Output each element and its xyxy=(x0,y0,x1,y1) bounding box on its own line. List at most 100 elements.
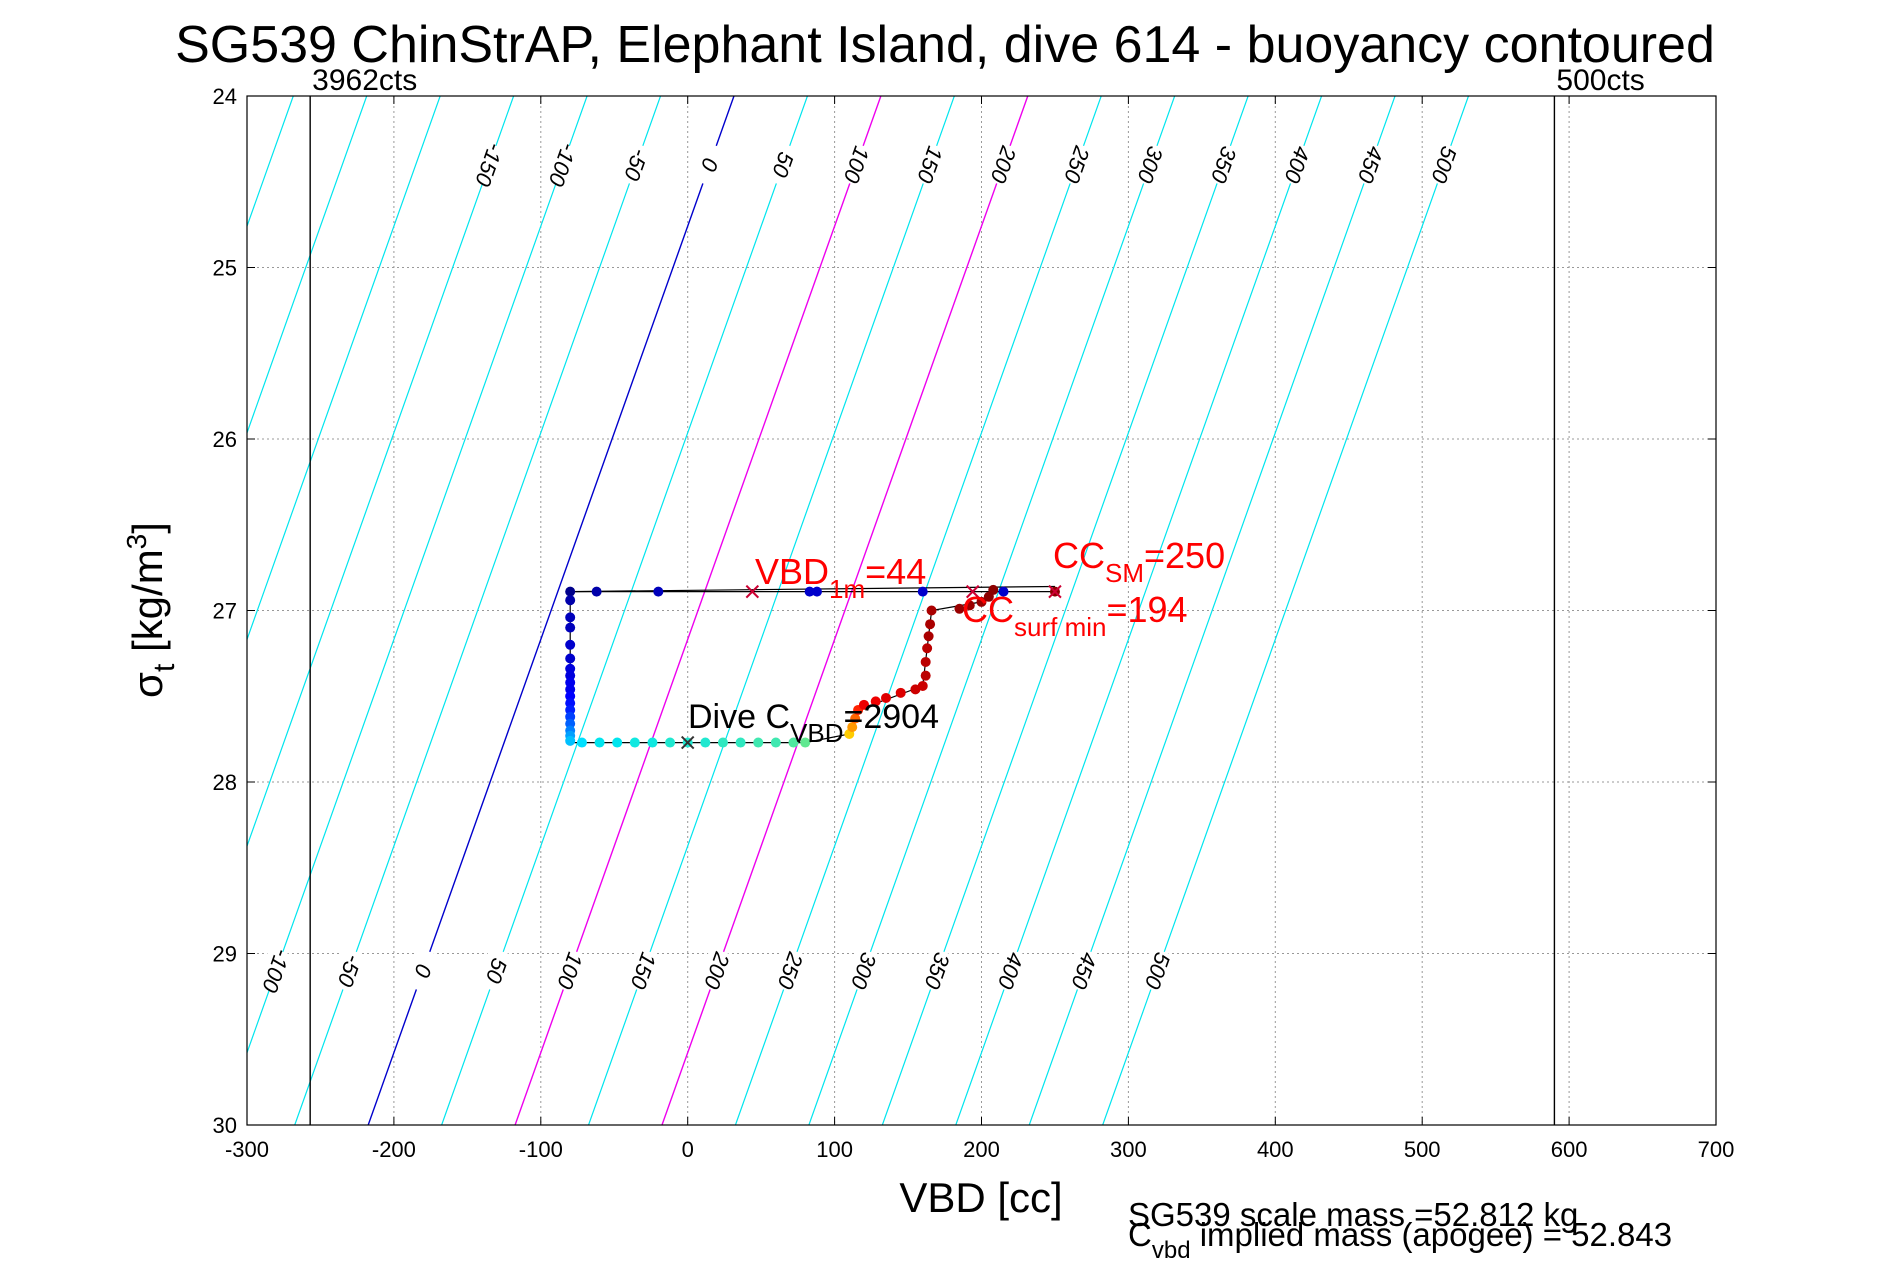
y-tick-label: 28 xyxy=(213,770,237,795)
y-axis-label-main: σ xyxy=(124,672,171,698)
y-axis-label-close: ] xyxy=(124,522,171,534)
contour-label-bg xyxy=(696,947,737,995)
x-tick-label: -200 xyxy=(372,1137,416,1162)
y-tick-label: 24 xyxy=(213,84,237,109)
footer-implied-mass: Cvbd implied mass (apogee) = 52.843 xyxy=(1128,1216,1672,1262)
contour-label-bg xyxy=(689,141,730,189)
contour-label-bg xyxy=(1137,947,1178,995)
data-point xyxy=(804,586,815,597)
data-point xyxy=(565,612,576,623)
contour-label-bg xyxy=(1130,141,1171,189)
contour-label-bg xyxy=(1350,141,1391,189)
y-tick-label: 30 xyxy=(213,1113,237,1138)
dive-c-vbd-sub: VBD xyxy=(790,718,843,748)
contour-label-bg xyxy=(550,947,590,995)
y-axis-label: σt [kg/m3] xyxy=(121,522,181,698)
data-point xyxy=(998,586,1009,597)
data-point xyxy=(753,737,764,748)
cc-surf-min-sub: surf min xyxy=(1014,612,1106,642)
cc-sm-sub: SM xyxy=(1105,558,1144,588)
contour-label-bg xyxy=(476,947,517,995)
x-tick-label: 700 xyxy=(1698,1137,1735,1162)
data-point xyxy=(788,737,799,748)
data-point xyxy=(565,711,576,722)
data-point xyxy=(565,735,576,746)
contour-label-bg xyxy=(623,947,664,995)
annotation-marker xyxy=(965,584,980,599)
data-point xyxy=(565,684,576,695)
x-axis-label: VBD [cc] xyxy=(899,1174,1062,1221)
grid-lines xyxy=(247,96,1716,1125)
contour-label-bg xyxy=(763,141,803,189)
annotations: VBD1m=44 CCSM=250 CCsurf min=194 Dive CV… xyxy=(688,535,1225,748)
y-tick-label: 27 xyxy=(213,599,237,624)
contour-line xyxy=(247,96,441,642)
x-tick-label: 500 xyxy=(1404,1137,1441,1162)
contour-label-bg xyxy=(329,947,370,995)
footer-c-rest: implied mass (apogee) = 52.843 xyxy=(1191,1216,1673,1253)
dive-c-vbd-main: Dive C xyxy=(688,698,790,736)
cc-surf-min-main: CC xyxy=(962,589,1014,630)
annotation-marker xyxy=(745,584,760,599)
vbd-1m-value: =44 xyxy=(865,551,926,592)
data-point xyxy=(895,687,906,698)
data-point xyxy=(926,605,937,616)
data-point xyxy=(665,737,676,748)
data-point xyxy=(565,677,576,688)
data-point xyxy=(925,619,936,630)
x-tick-label: -300 xyxy=(225,1137,269,1162)
dive-c-vbd-annotation: Dive CVBD=2904 xyxy=(688,698,939,748)
annotation-marker xyxy=(680,735,695,750)
footer-scale-mass: SG539 scale mass =52.812 kg xyxy=(1128,1196,1578,1233)
data-point xyxy=(800,737,811,748)
data-point xyxy=(594,737,605,748)
footer-c-sub: vbd xyxy=(1152,1237,1191,1262)
y-tick-label: 26 xyxy=(213,427,237,452)
data-point xyxy=(917,586,928,597)
data-point xyxy=(917,680,928,691)
vbd-limit-label: 500cts xyxy=(1556,64,1644,97)
data-point xyxy=(565,586,576,597)
data-point xyxy=(923,631,934,642)
data-point xyxy=(647,737,658,748)
y-axis-label-unit: [kg/m xyxy=(124,549,171,663)
footer-c-main: C xyxy=(1128,1216,1152,1253)
contour-label-bg xyxy=(843,947,884,995)
vbd-1m-sub: 1m xyxy=(829,574,865,604)
data-point xyxy=(612,737,623,748)
x-tick-label: 600 xyxy=(1551,1137,1588,1162)
contour-label-bg xyxy=(770,947,811,995)
y-axis-label-sub: t xyxy=(148,663,181,672)
data-point xyxy=(565,595,576,606)
dive-series xyxy=(565,584,1062,750)
data-point xyxy=(565,670,576,681)
data-point xyxy=(565,691,576,702)
data-point xyxy=(576,737,587,748)
data-point xyxy=(565,622,576,633)
x-tick-label: -100 xyxy=(519,1137,563,1162)
vbd-limit-label: 3962cts xyxy=(312,64,417,97)
vbd-limit-lines: 3962cts 500cts xyxy=(309,64,1645,1125)
y-axis-label-sup: 3 xyxy=(121,534,152,550)
data-point xyxy=(922,643,933,654)
data-point xyxy=(811,586,822,597)
contour-label-bg xyxy=(1203,141,1244,189)
cc-sm-main: CC xyxy=(1053,535,1105,576)
data-point xyxy=(565,704,576,715)
data-point xyxy=(770,737,781,748)
contour-label-bg xyxy=(917,947,958,995)
data-point xyxy=(920,656,931,667)
contour-label-bg xyxy=(256,947,297,995)
annotation-marker xyxy=(1048,584,1062,599)
data-point xyxy=(735,737,746,748)
chart-title: SG539 ChinStrAP, Elephant Island, dive 6… xyxy=(175,16,1715,74)
data-point xyxy=(847,722,858,733)
x-tick-label: 200 xyxy=(963,1137,1000,1162)
data-point xyxy=(565,639,576,650)
contour-label-bg xyxy=(1277,141,1318,189)
cc-surf-min-annotation: CCsurf min=194 xyxy=(962,589,1188,642)
x-tick-label: 400 xyxy=(1257,1137,1294,1162)
contour-line xyxy=(247,96,515,848)
